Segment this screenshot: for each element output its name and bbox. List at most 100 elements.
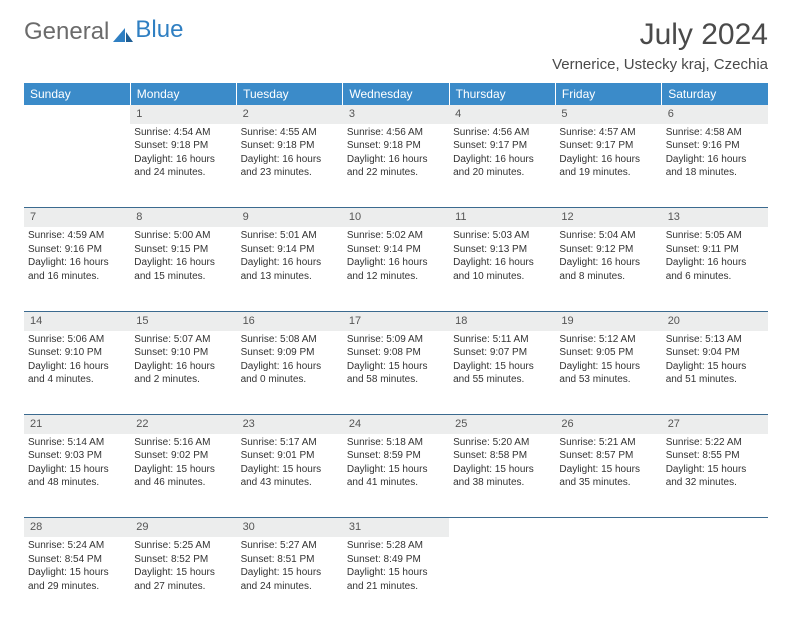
month-title: July 2024 [552,18,768,52]
day-info-line: Sunset: 9:02 PM [134,449,232,463]
day-info-line: Sunrise: 5:11 AM [453,333,551,347]
logo-sail-icon [111,23,135,41]
day-number-cell: 1 [130,105,236,124]
logo-text-general: General [24,18,109,46]
day-number-cell: 12 [555,208,661,227]
day-number-cell: 25 [449,415,555,434]
day-info-line: Sunset: 8:49 PM [347,553,445,567]
weekday-header: Sunday [24,83,130,105]
day-number-cell [662,518,768,537]
day-number-row: 28293031 [24,518,768,537]
day-info-row: Sunrise: 4:59 AMSunset: 9:16 PMDaylight:… [24,227,768,311]
day-info-line: Daylight: 16 hours and 23 minutes. [241,153,339,180]
day-info-line: Sunrise: 4:56 AM [453,126,551,140]
day-info-line: Daylight: 16 hours and 19 minutes. [559,153,657,180]
day-info-line: Sunset: 9:16 PM [666,139,764,153]
day-info-line: Daylight: 16 hours and 8 minutes. [559,256,657,283]
day-info-line: Sunset: 9:10 PM [28,346,126,360]
day-info-line: Sunset: 9:01 PM [241,449,339,463]
day-number-cell: 24 [343,415,449,434]
day-info-line: Sunrise: 5:20 AM [453,436,551,450]
day-number-row: 14151617181920 [24,311,768,330]
title-block: July 2024 Vernerice, Ustecky kraj, Czech… [552,18,768,73]
day-info-line: Sunrise: 5:05 AM [666,229,764,243]
day-number-cell: 28 [24,518,130,537]
day-info-line: Sunrise: 5:13 AM [666,333,764,347]
day-info-cell: Sunrise: 4:55 AMSunset: 9:18 PMDaylight:… [237,124,343,208]
day-info-cell: Sunrise: 5:24 AMSunset: 8:54 PMDaylight:… [24,537,130,621]
day-info-line: Sunset: 9:04 PM [666,346,764,360]
day-number-cell: 17 [343,311,449,330]
day-number-cell [555,518,661,537]
day-info-line: Sunset: 9:12 PM [559,243,657,257]
day-number-cell: 30 [237,518,343,537]
day-info-cell: Sunrise: 4:57 AMSunset: 9:17 PMDaylight:… [555,124,661,208]
day-info-line: Sunset: 9:16 PM [28,243,126,257]
day-info-cell: Sunrise: 5:08 AMSunset: 9:09 PMDaylight:… [237,331,343,415]
day-number-cell: 6 [662,105,768,124]
day-info-cell: Sunrise: 5:21 AMSunset: 8:57 PMDaylight:… [555,434,661,518]
day-info-line: Daylight: 15 hours and 48 minutes. [28,463,126,490]
day-info-cell [555,537,661,621]
day-info-line: Daylight: 16 hours and 13 minutes. [241,256,339,283]
weekday-header: Friday [555,83,661,105]
day-info-cell: Sunrise: 5:07 AMSunset: 9:10 PMDaylight:… [130,331,236,415]
day-info-line: Daylight: 15 hours and 41 minutes. [347,463,445,490]
day-info-line: Sunrise: 4:57 AM [559,126,657,140]
day-info-line: Sunrise: 5:12 AM [559,333,657,347]
day-info-line: Sunset: 8:54 PM [28,553,126,567]
day-info-line: Sunrise: 5:04 AM [559,229,657,243]
day-number-row: 123456 [24,105,768,124]
day-info-line: Daylight: 16 hours and 18 minutes. [666,153,764,180]
day-info-line: Daylight: 15 hours and 29 minutes. [28,566,126,593]
day-info-line: Daylight: 16 hours and 15 minutes. [134,256,232,283]
day-info-cell: Sunrise: 5:04 AMSunset: 9:12 PMDaylight:… [555,227,661,311]
day-info-line: Daylight: 16 hours and 16 minutes. [28,256,126,283]
day-number-cell: 14 [24,311,130,330]
day-info-line: Sunrise: 4:59 AM [28,229,126,243]
day-info-line: Daylight: 16 hours and 0 minutes. [241,360,339,387]
day-number-row: 78910111213 [24,208,768,227]
day-number-cell: 4 [449,105,555,124]
day-info-cell: Sunrise: 4:59 AMSunset: 9:16 PMDaylight:… [24,227,130,311]
logo-text-blue: Blue [135,16,183,44]
weekday-header: Saturday [662,83,768,105]
day-info-line: Daylight: 15 hours and 24 minutes. [241,566,339,593]
day-info-line: Sunrise: 5:00 AM [134,229,232,243]
day-info-line: Sunrise: 4:58 AM [666,126,764,140]
day-number-cell: 9 [237,208,343,227]
day-number-cell: 20 [662,311,768,330]
day-info-cell: Sunrise: 4:58 AMSunset: 9:16 PMDaylight:… [662,124,768,208]
day-info-line: Daylight: 15 hours and 51 minutes. [666,360,764,387]
day-info-line: Sunset: 9:11 PM [666,243,764,257]
day-info-row: Sunrise: 5:24 AMSunset: 8:54 PMDaylight:… [24,537,768,621]
day-info-line: Daylight: 15 hours and 32 minutes. [666,463,764,490]
day-info-cell: Sunrise: 5:16 AMSunset: 9:02 PMDaylight:… [130,434,236,518]
day-info-line: Sunrise: 4:56 AM [347,126,445,140]
day-info-cell: Sunrise: 5:25 AMSunset: 8:52 PMDaylight:… [130,537,236,621]
day-info-cell: Sunrise: 5:17 AMSunset: 9:01 PMDaylight:… [237,434,343,518]
day-info-line: Daylight: 15 hours and 46 minutes. [134,463,232,490]
day-info-cell [662,537,768,621]
day-info-cell [24,124,130,208]
day-number-cell: 8 [130,208,236,227]
day-number-cell: 18 [449,311,555,330]
day-number-cell: 21 [24,415,130,434]
day-info-line: Daylight: 16 hours and 20 minutes. [453,153,551,180]
day-info-line: Sunrise: 5:21 AM [559,436,657,450]
day-info-cell: Sunrise: 4:56 AMSunset: 9:17 PMDaylight:… [449,124,555,208]
day-number-cell: 22 [130,415,236,434]
day-info-line: Sunrise: 5:03 AM [453,229,551,243]
day-info-line: Daylight: 15 hours and 27 minutes. [134,566,232,593]
day-number-cell: 15 [130,311,236,330]
day-info-line: Daylight: 15 hours and 38 minutes. [453,463,551,490]
day-info-line: Sunrise: 5:16 AM [134,436,232,450]
day-info-line: Sunrise: 5:07 AM [134,333,232,347]
day-info-line: Sunset: 8:57 PM [559,449,657,463]
day-info-line: Sunrise: 5:22 AM [666,436,764,450]
day-info-line: Sunrise: 4:54 AM [134,126,232,140]
day-info-line: Sunset: 9:17 PM [453,139,551,153]
day-number-cell: 29 [130,518,236,537]
day-info-line: Sunset: 8:52 PM [134,553,232,567]
day-info-cell: Sunrise: 5:14 AMSunset: 9:03 PMDaylight:… [24,434,130,518]
